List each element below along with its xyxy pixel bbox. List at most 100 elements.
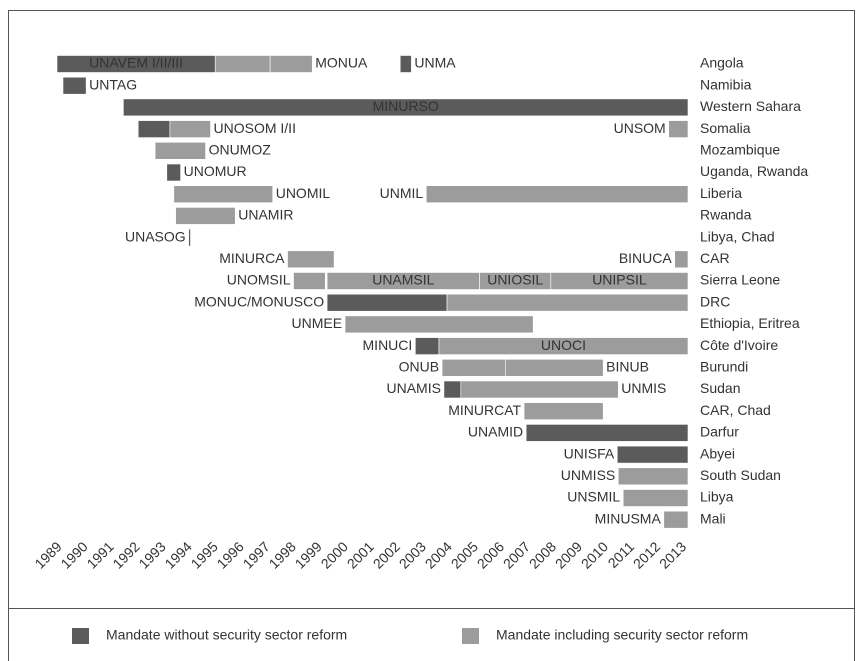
mission-bar bbox=[460, 380, 619, 399]
row-label: Somalia bbox=[700, 120, 751, 136]
mission-label: UNOCI bbox=[541, 337, 586, 353]
mission-label: MINURSO bbox=[373, 98, 439, 114]
x-tick-label: 1992 bbox=[109, 538, 142, 571]
mission-label: UNASOG bbox=[125, 228, 186, 244]
legend-swatch bbox=[72, 628, 89, 644]
mission-bar bbox=[154, 142, 206, 160]
mission-bar bbox=[188, 228, 191, 247]
legend-swatch bbox=[462, 628, 479, 644]
row-label: Libya bbox=[700, 489, 734, 505]
row-label: DRC bbox=[700, 293, 730, 309]
row-label: Western Sahara bbox=[700, 98, 801, 114]
x-tick-label: 1997 bbox=[240, 538, 273, 571]
mission-label: MINUSMA bbox=[595, 510, 662, 526]
mission-label: UNMEE bbox=[291, 315, 342, 331]
x-tick-label: 1994 bbox=[161, 538, 194, 571]
mission-label: UNMIS bbox=[621, 380, 666, 396]
row-label: Darfur bbox=[700, 424, 739, 440]
mission-label: UNOMUR bbox=[184, 163, 247, 179]
x-tick-label: 1990 bbox=[57, 538, 90, 571]
mission-bar bbox=[269, 55, 313, 73]
mission-label: MINURCAT bbox=[448, 402, 521, 418]
x-tick-label: 2002 bbox=[370, 538, 403, 571]
mission-bar bbox=[287, 250, 335, 269]
row-label: CAR bbox=[700, 250, 730, 266]
x-tick-label: 2000 bbox=[318, 538, 351, 571]
mission-bar bbox=[441, 358, 506, 377]
mission-bar bbox=[425, 185, 689, 203]
x-tick-label: 2007 bbox=[500, 538, 533, 571]
mission-bar bbox=[399, 55, 412, 73]
mission-bar bbox=[123, 98, 689, 117]
mission-bar bbox=[214, 55, 271, 73]
mission-label: UNSOM bbox=[614, 120, 666, 136]
mission-bar bbox=[173, 185, 274, 203]
row-label: Mozambique bbox=[700, 142, 780, 158]
mission-bar bbox=[674, 250, 689, 269]
x-tick-label: 2003 bbox=[396, 538, 429, 571]
mission-label: UNISFA bbox=[564, 445, 615, 461]
x-tick-label: 1993 bbox=[135, 538, 168, 571]
row-label: Namibia bbox=[700, 76, 752, 92]
mission-label: UNMA bbox=[414, 55, 456, 71]
x-tick-label: 2013 bbox=[656, 538, 689, 571]
mission-bar bbox=[293, 272, 326, 290]
mission-bar bbox=[622, 489, 689, 507]
mission-label: UNOSOM I/II bbox=[214, 120, 296, 136]
x-tick-label: 2004 bbox=[422, 538, 455, 571]
mission-bar bbox=[438, 337, 689, 355]
x-tick-label: 2008 bbox=[526, 538, 559, 571]
mission-bar bbox=[550, 272, 689, 290]
mission-label: ONUB bbox=[399, 359, 439, 375]
mission-bar bbox=[415, 337, 440, 355]
x-tick-label: 2006 bbox=[474, 538, 507, 571]
row-label: Angola bbox=[700, 55, 744, 71]
mission-label: MINURCA bbox=[219, 250, 285, 266]
x-tick-label: 1999 bbox=[292, 538, 325, 571]
mission-bar bbox=[344, 315, 534, 334]
row-label: Côte d'Ivoire bbox=[700, 337, 778, 353]
legend-label: Mandate without security sector reform bbox=[106, 627, 347, 643]
mission-bar bbox=[443, 380, 462, 399]
x-tick-label: 1998 bbox=[266, 538, 299, 571]
mission-label: MINUCI bbox=[363, 337, 413, 353]
mission-label: BINUB bbox=[606, 359, 649, 375]
mission-label: UNAMIR bbox=[238, 207, 293, 223]
mission-label: MONUC/MONUSCO bbox=[194, 293, 324, 309]
mission-label: UNMIL bbox=[380, 185, 424, 201]
mission-label: UNAVEM I/II/III bbox=[89, 55, 183, 71]
mission-bar bbox=[62, 76, 87, 95]
mission-label: UNAMIS bbox=[386, 380, 440, 396]
mission-label: UNOMIL bbox=[276, 185, 331, 201]
x-tick-label: 1991 bbox=[83, 538, 116, 571]
mission-bar bbox=[166, 163, 181, 182]
mission-bar bbox=[663, 510, 689, 529]
row-label: South Sudan bbox=[700, 467, 781, 483]
mission-bar bbox=[617, 467, 689, 486]
mission-label: UNTAG bbox=[89, 76, 137, 92]
mission-label: UNIPSIL bbox=[592, 272, 647, 288]
mission-label: MONUA bbox=[315, 55, 368, 71]
mission-bar bbox=[505, 358, 604, 377]
x-tick-label: 2012 bbox=[630, 538, 663, 571]
x-tick-label: 1989 bbox=[31, 538, 64, 571]
row-label: Uganda, Rwanda bbox=[700, 163, 808, 179]
mission-label: UNAMID bbox=[468, 424, 523, 440]
row-label: Sierra Leone bbox=[700, 272, 780, 288]
mission-bar bbox=[523, 402, 604, 421]
mission-bar bbox=[169, 120, 211, 138]
row-label: CAR, Chad bbox=[700, 402, 771, 418]
mission-bar bbox=[616, 445, 689, 464]
row-label: Mali bbox=[700, 510, 726, 526]
row-label: Rwanda bbox=[700, 207, 752, 223]
mission-label: ONUMOZ bbox=[209, 142, 272, 158]
row-label: Ethiopia, Eritrea bbox=[700, 315, 800, 331]
x-tick-label: 2010 bbox=[578, 538, 611, 571]
mission-label: UNIOSIL bbox=[487, 272, 543, 288]
mission-label: UNMISS bbox=[561, 467, 615, 483]
mission-bar bbox=[446, 293, 689, 312]
mission-bar bbox=[175, 207, 236, 225]
mission-label: UNSMIL bbox=[567, 489, 620, 505]
x-tick-label: 2005 bbox=[448, 538, 481, 571]
x-tick-label: 2001 bbox=[344, 538, 377, 571]
